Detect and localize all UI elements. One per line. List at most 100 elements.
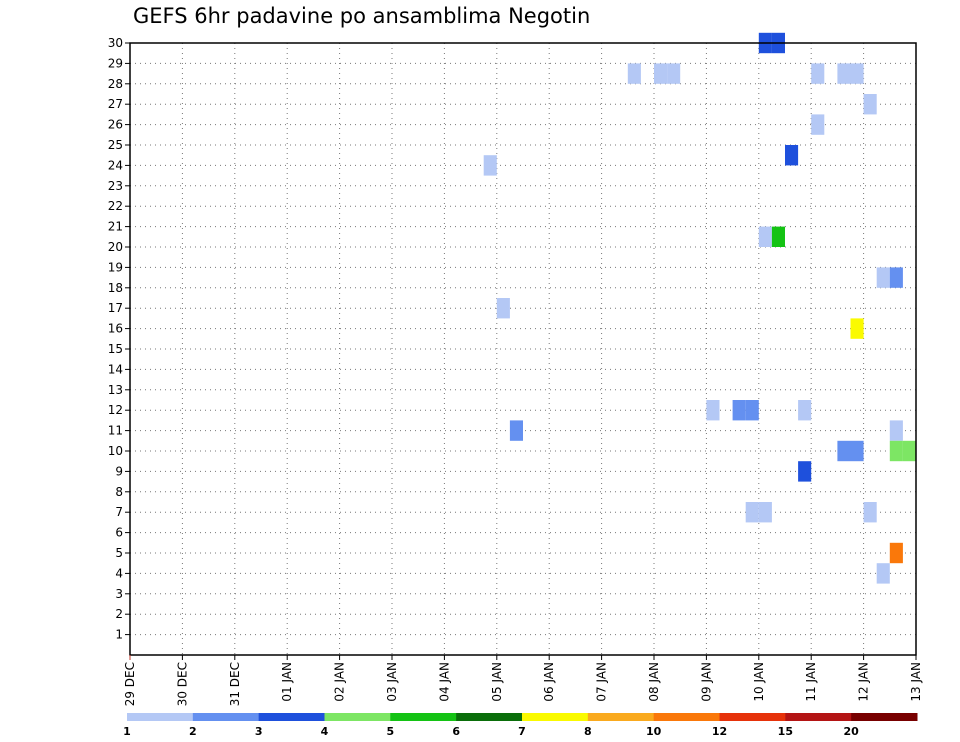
y-tick-label: 19	[108, 260, 123, 274]
y-tick-label: 22	[108, 199, 123, 213]
legend-label: 3	[255, 725, 263, 738]
legend-swatch	[587, 713, 655, 721]
precip-cell	[902, 440, 916, 462]
x-tick-label: 13 JAN	[909, 662, 923, 702]
y-tick-label: 1	[115, 628, 123, 642]
precip-cell	[745, 502, 759, 523]
precip-cell	[509, 420, 523, 441]
y-tick-label: 18	[108, 281, 123, 295]
x-tick-label: 12 JAN	[857, 662, 871, 702]
x-tick-label: 11 JAN	[804, 662, 818, 702]
legend-label: 15	[778, 725, 793, 738]
x-tick-label: 03 JAN	[385, 662, 399, 702]
y-tick-label: 6	[115, 526, 123, 540]
legend-swatch	[522, 713, 589, 721]
y-tick-label: 11	[108, 424, 123, 438]
y-tick-label: 7	[115, 505, 123, 519]
legend-swatch	[851, 713, 918, 721]
legend-label: 2	[189, 725, 197, 738]
precip-cell	[732, 400, 746, 421]
precip-cell	[850, 63, 864, 84]
precip-cell	[667, 63, 681, 84]
y-axis: 1234567891011121314151617181920212223242…	[108, 36, 130, 642]
x-tick-label: 29 DEC	[123, 662, 137, 706]
y-tick-label: 30	[108, 36, 123, 50]
precip-cell	[850, 440, 864, 462]
y-tick-label: 24	[108, 158, 123, 172]
legend-label: 8	[584, 725, 592, 738]
precip-cell	[496, 298, 510, 319]
y-tick-label: 17	[108, 301, 123, 315]
x-tick-label: 09 JAN	[699, 662, 713, 702]
legend-label: 12	[712, 725, 727, 738]
precip-cell	[654, 63, 668, 84]
precip-cell	[889, 440, 903, 462]
precip-cell	[876, 267, 890, 288]
legend-label: 10	[646, 725, 662, 738]
legend-swatch	[785, 713, 852, 721]
x-tick-label: 04 JAN	[437, 662, 451, 702]
precip-cell	[889, 267, 903, 288]
legend-swatch	[456, 713, 523, 721]
y-tick-label: 12	[108, 403, 123, 417]
precip-cell	[811, 114, 825, 135]
y-tick-label: 20	[108, 240, 123, 254]
chart-title: GEFS 6hr padavine po ansamblima Negotin	[133, 4, 591, 28]
precip-cell	[706, 400, 720, 421]
y-tick-label: 9	[115, 464, 123, 478]
x-tick-label: 02 JAN	[333, 662, 347, 702]
precip-cell	[889, 420, 903, 441]
precip-cell	[837, 440, 851, 462]
precip-cell	[863, 94, 877, 115]
y-tick-label: 14	[108, 362, 123, 376]
precip-cell	[745, 400, 759, 421]
y-tick-label: 2	[115, 607, 123, 621]
legend-swatch	[127, 713, 194, 721]
legend-swatch	[324, 713, 391, 721]
grid-lines	[130, 42, 917, 655]
precip-cell	[837, 63, 851, 84]
precip-cell	[758, 502, 772, 523]
x-tick-label: 07 JAN	[595, 662, 609, 702]
precip-cell	[889, 542, 903, 564]
legend-label: 4	[321, 725, 329, 738]
precip-cell	[483, 155, 497, 176]
x-tick-label: 31 DEC	[228, 662, 242, 706]
precip-cell	[785, 145, 799, 166]
legend-swatch	[258, 713, 325, 721]
x-tick-label: 06 JAN	[542, 662, 556, 702]
y-tick-label: 16	[108, 322, 123, 336]
legend-swatch	[390, 713, 457, 721]
y-tick-label: 25	[108, 138, 123, 152]
precip-cell	[876, 563, 890, 584]
precip-cell	[798, 400, 812, 421]
x-axis: 29 DEC 30 DEC 31 DEC 01 JAN 02 JAN 03 JAN 04 J…	[123, 655, 923, 706]
y-tick-label: 27	[108, 97, 123, 111]
legend-label: 5	[387, 725, 395, 738]
x-tick-label: 30 DEC	[175, 662, 189, 706]
y-tick-label: 5	[115, 546, 123, 560]
legend-label: 20	[844, 725, 860, 738]
precip-cell	[811, 63, 825, 84]
y-tick-label: 26	[108, 118, 123, 132]
legend-swatch	[719, 713, 786, 721]
x-tick-label: 01 JAN	[280, 662, 294, 702]
precipitation-cells	[483, 32, 916, 584]
precip-cell	[863, 502, 877, 523]
x-tick-label: 05 JAN	[490, 662, 504, 702]
precip-cell	[771, 226, 785, 247]
legend-label: 6	[452, 725, 460, 738]
y-tick-label: 23	[108, 179, 123, 193]
x-tick-label: 10 JAN	[752, 662, 766, 702]
legend-label: 1	[123, 725, 131, 738]
precip-cell	[627, 63, 641, 84]
legend-label: 7	[518, 725, 526, 738]
legend-swatch	[192, 713, 260, 721]
y-tick-label: 21	[108, 220, 123, 234]
y-tick-label: 4	[115, 566, 123, 580]
precip-cell	[798, 461, 812, 482]
color-legend: 1 2 3 4 5 6 7 8 10 12 15 20	[123, 713, 918, 738]
y-tick-label: 8	[115, 485, 123, 499]
precip-cell	[758, 226, 772, 247]
